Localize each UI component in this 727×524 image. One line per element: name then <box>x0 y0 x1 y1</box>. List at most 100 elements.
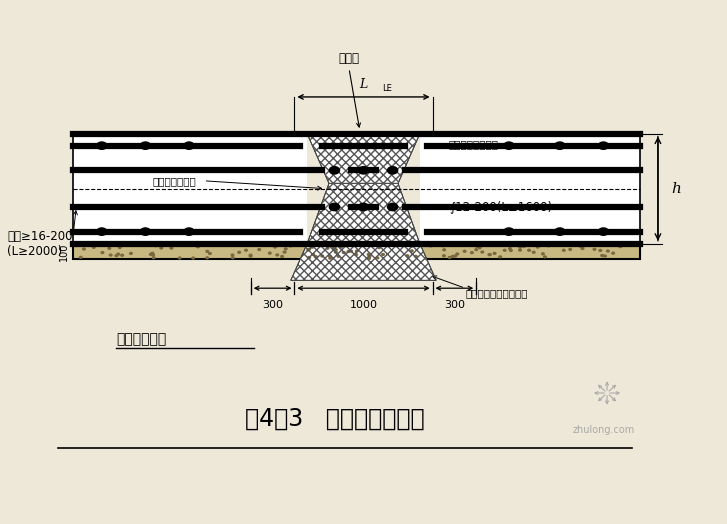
Circle shape <box>593 248 596 250</box>
Circle shape <box>478 247 481 248</box>
Circle shape <box>119 246 121 248</box>
Circle shape <box>160 247 163 249</box>
Circle shape <box>442 245 444 247</box>
Circle shape <box>209 253 211 255</box>
Circle shape <box>411 250 413 252</box>
Circle shape <box>249 254 252 256</box>
Circle shape <box>308 248 310 250</box>
Circle shape <box>499 256 502 258</box>
Circle shape <box>470 252 473 254</box>
Circle shape <box>192 257 194 259</box>
Text: 梁侧面另加分布筋: 梁侧面另加分布筋 <box>449 139 499 149</box>
Circle shape <box>369 255 371 257</box>
Circle shape <box>355 254 358 256</box>
Text: 底板另加凹槽及防水层: 底板另加凹槽及防水层 <box>465 288 528 299</box>
Circle shape <box>101 252 104 254</box>
Circle shape <box>481 251 483 253</box>
Circle shape <box>206 250 209 252</box>
Circle shape <box>334 249 337 250</box>
Circle shape <box>454 255 457 257</box>
Circle shape <box>504 228 514 235</box>
Circle shape <box>555 142 565 149</box>
Circle shape <box>475 249 478 250</box>
Circle shape <box>109 254 112 256</box>
Circle shape <box>83 248 85 250</box>
Polygon shape <box>307 183 419 244</box>
Text: h: h <box>671 182 681 195</box>
Circle shape <box>284 251 286 253</box>
Circle shape <box>504 142 514 149</box>
Circle shape <box>603 255 606 257</box>
Text: LE: LE <box>382 84 392 93</box>
Circle shape <box>368 257 371 259</box>
Circle shape <box>231 257 234 259</box>
Circle shape <box>342 252 345 254</box>
Circle shape <box>519 246 521 248</box>
Circle shape <box>329 255 331 257</box>
Circle shape <box>395 244 398 246</box>
Circle shape <box>308 257 310 258</box>
Circle shape <box>117 253 119 255</box>
Circle shape <box>238 252 241 253</box>
Circle shape <box>547 245 550 247</box>
Circle shape <box>184 142 194 149</box>
Circle shape <box>340 246 342 248</box>
Circle shape <box>406 255 409 257</box>
Circle shape <box>332 247 335 249</box>
Circle shape <box>284 248 287 250</box>
Circle shape <box>249 255 252 257</box>
Circle shape <box>387 203 398 211</box>
Circle shape <box>489 254 491 256</box>
Circle shape <box>273 246 276 248</box>
Circle shape <box>281 256 284 257</box>
Circle shape <box>509 248 511 249</box>
Circle shape <box>350 250 353 252</box>
Text: ∮12-200(L≥1600): ∮12-200(L≥1600) <box>449 201 552 213</box>
Circle shape <box>140 228 150 235</box>
Circle shape <box>544 256 546 258</box>
Circle shape <box>231 254 234 256</box>
Circle shape <box>601 255 603 256</box>
Text: L: L <box>359 78 368 91</box>
Circle shape <box>507 245 510 246</box>
Text: 300: 300 <box>444 300 465 310</box>
Text: zhulong.com: zhulong.com <box>572 424 635 435</box>
Circle shape <box>598 228 608 235</box>
Circle shape <box>358 167 369 174</box>
Circle shape <box>612 252 614 254</box>
Circle shape <box>581 247 584 249</box>
Circle shape <box>140 142 150 149</box>
Circle shape <box>276 254 278 256</box>
Circle shape <box>579 246 582 247</box>
Circle shape <box>129 253 132 254</box>
Circle shape <box>315 256 318 258</box>
Circle shape <box>429 245 432 247</box>
Circle shape <box>178 257 181 259</box>
Circle shape <box>170 247 173 249</box>
Polygon shape <box>307 134 419 183</box>
Circle shape <box>121 254 124 256</box>
Circle shape <box>518 249 521 251</box>
Circle shape <box>449 257 451 258</box>
Circle shape <box>563 249 565 251</box>
Circle shape <box>463 250 466 252</box>
Circle shape <box>347 250 350 253</box>
Circle shape <box>387 167 398 174</box>
Circle shape <box>337 255 340 257</box>
Bar <box>419 134 640 244</box>
Circle shape <box>329 167 340 174</box>
Circle shape <box>488 254 491 256</box>
Circle shape <box>206 257 209 259</box>
Circle shape <box>326 247 329 249</box>
Circle shape <box>368 257 370 259</box>
Circle shape <box>532 252 535 253</box>
Circle shape <box>510 249 513 252</box>
Circle shape <box>367 254 370 255</box>
Circle shape <box>312 254 315 256</box>
Text: 100: 100 <box>59 242 69 261</box>
Circle shape <box>598 244 601 246</box>
Text: 图4－3   施工后浇带做法: 图4－3 施工后浇带做法 <box>244 407 425 431</box>
Circle shape <box>151 253 153 254</box>
Circle shape <box>414 255 417 257</box>
Circle shape <box>537 246 539 248</box>
